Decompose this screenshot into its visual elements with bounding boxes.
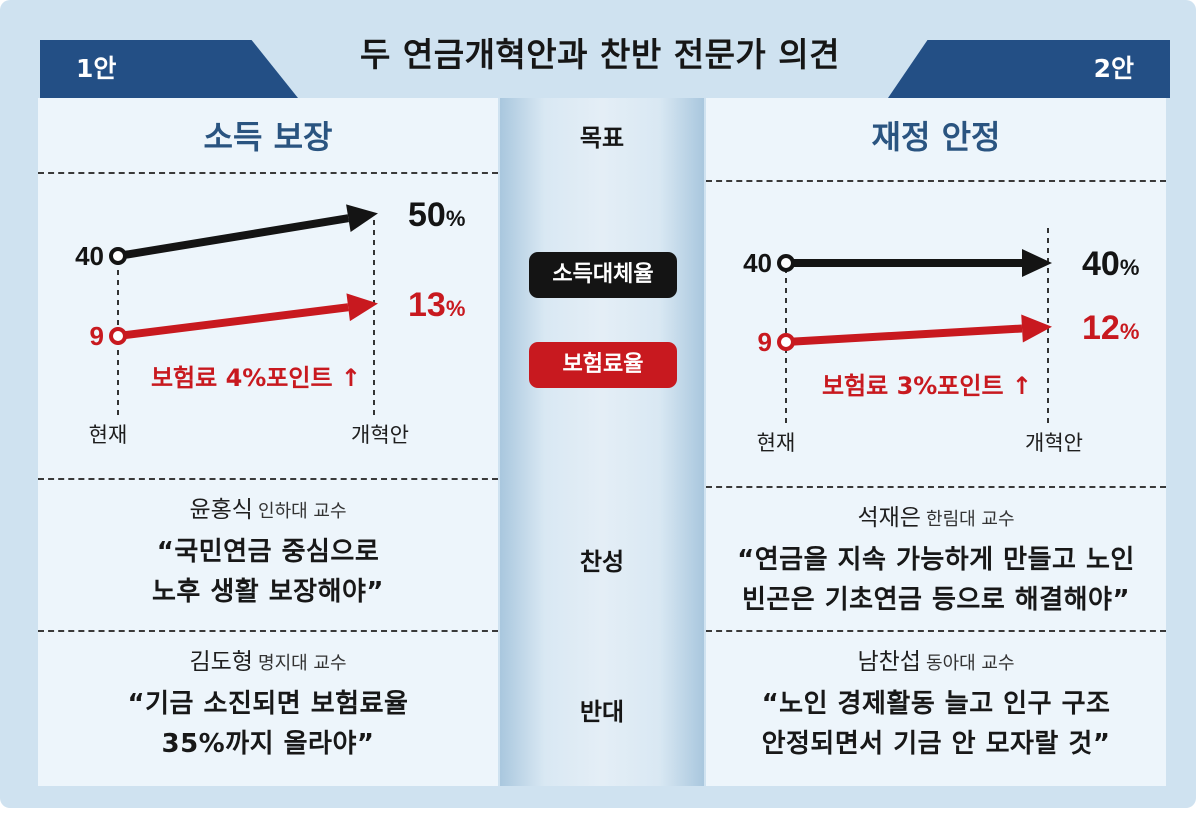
- x-tick-label-reform: 개혁안: [351, 423, 409, 447]
- pro-row-label: 찬성: [579, 548, 625, 576]
- premium-rate-line: [117, 303, 349, 340]
- premium-rate-arrowhead: [1021, 314, 1052, 343]
- premium-rate-end-label: 12%: [1082, 309, 1139, 347]
- expert-name: 윤홍식: [189, 497, 253, 523]
- premium-rate-arrowhead: [346, 293, 378, 322]
- plan1-tab: 1안: [40, 40, 298, 98]
- premium-rate-start-point: [109, 327, 127, 345]
- row-divider: [706, 630, 1166, 632]
- income-replacement-line: [117, 214, 349, 260]
- plan1-pro-opinion: 윤홍식 인하대 교수 “국민연금 중심으로 노후 생활 보장해야”: [38, 490, 498, 612]
- premium-rate-end-label: 13%: [408, 286, 465, 324]
- middle-column: [500, 98, 704, 786]
- expert-name: 남찬섭: [857, 649, 921, 675]
- quote-line: 35%까지 올라야”: [161, 729, 375, 759]
- row-divider: [706, 486, 1166, 488]
- premium-rate-start-point: [777, 333, 795, 351]
- plan1-panel: 소득 보장: [38, 98, 498, 786]
- expert-quote: “노인 경제활동 늘고 인구 구조 안정되면서 기금 안 모자랄 것”: [706, 684, 1166, 764]
- plan1-chart: 40 9 50% 13% 현재 개혁안 보험료 4%포인트 ↑: [75, 196, 465, 447]
- x-tick-label-current: 현재: [757, 431, 796, 455]
- plan1-con-opinion: 김도형 명지대 교수 “기금 소진되면 보험료율 35%까지 올라야”: [38, 642, 498, 764]
- income-replacement-start-label: 40: [75, 241, 104, 271]
- expert-affiliation: 인하대 교수: [258, 501, 347, 522]
- income-replacement-start-point: [777, 254, 795, 272]
- goal-row-label: 목표: [579, 124, 625, 152]
- page-title: 두 연금개혁안과 찬반 전문가 의견: [360, 35, 840, 74]
- income-replacement-start-point: [109, 247, 127, 265]
- expert-quote: “국민연금 중심으로 노후 생활 보장해야”: [38, 532, 498, 612]
- con-row-label: 반대: [579, 698, 625, 726]
- plan1-goal: 소득 보장: [203, 118, 333, 156]
- expert-affiliation: 명지대 교수: [258, 653, 347, 674]
- income-replacement-start-label: 40: [743, 248, 772, 278]
- plan2-pro-opinion: 석재은 한림대 교수 “연금을 지속 가능하게 만들고 노인 빈곤은 기초연금 …: [706, 498, 1166, 620]
- quote-line: 노후 생활 보장해야”: [151, 577, 385, 607]
- plan2-tab: 2안: [888, 40, 1170, 98]
- expert-name: 김도형: [189, 649, 253, 675]
- plan2-goal: 재정 안정: [871, 118, 1001, 156]
- row-divider: [38, 478, 498, 480]
- quote-line: “기금 소진되면 보험료율: [127, 689, 409, 719]
- plan2-premium-annotation: 보험료 3%포인트 ↑: [822, 372, 1032, 400]
- x-tick-label-reform: 개혁안: [1025, 431, 1083, 455]
- premium-rate-legend: 보험료율: [529, 342, 677, 388]
- row-divider: [38, 630, 498, 632]
- row-divider: [38, 172, 498, 174]
- expert-quote: “기금 소진되면 보험료율 35%까지 올라야”: [38, 684, 498, 764]
- plan1-premium-annotation: 보험료 4%포인트 ↑: [151, 364, 361, 392]
- x-tick-label-current: 현재: [89, 423, 128, 447]
- expert-quote: “연금을 지속 가능하게 만들고 노인 빈곤은 기초연금 등으로 해결해야”: [706, 540, 1166, 620]
- quote-line: 안정되면서 기금 안 모자랄 것”: [761, 729, 1111, 759]
- income-replacement-arrowhead: [346, 204, 378, 233]
- plan2-panel: 재정 안정: [706, 98, 1166, 786]
- row-divider: [706, 180, 1166, 182]
- quote-line: “노인 경제활동 늘고 인구 구조: [761, 689, 1111, 719]
- premium-rate-start-label: 9: [90, 321, 104, 351]
- premium-rate-line: [785, 324, 1023, 346]
- income-replacement-end-label: 40%: [1082, 245, 1139, 283]
- premium-rate-start-label: 9: [758, 327, 772, 357]
- quote-line: “국민연금 중심으로: [156, 537, 380, 567]
- income-replacement-legend: 소득대체율: [529, 252, 677, 298]
- expert-name: 석재은: [857, 505, 921, 531]
- income-replacement-arrowhead: [1022, 249, 1052, 277]
- expert-affiliation: 동아대 교수: [926, 653, 1015, 674]
- plan2-chart: 40 9 40% 12% 현재 개혁안 보험료 3%포인트 ↑: [743, 228, 1139, 455]
- quote-line: “연금을 지속 가능하게 만들고 노인: [737, 545, 1135, 575]
- plan2-con-opinion: 남찬섭 동아대 교수 “노인 경제활동 늘고 인구 구조 안정되면서 기금 안 …: [706, 642, 1166, 764]
- quote-line: 빈곤은 기초연금 등으로 해결해야”: [741, 585, 1131, 615]
- income-replacement-end-label: 50%: [408, 196, 465, 234]
- expert-affiliation: 한림대 교수: [926, 509, 1015, 530]
